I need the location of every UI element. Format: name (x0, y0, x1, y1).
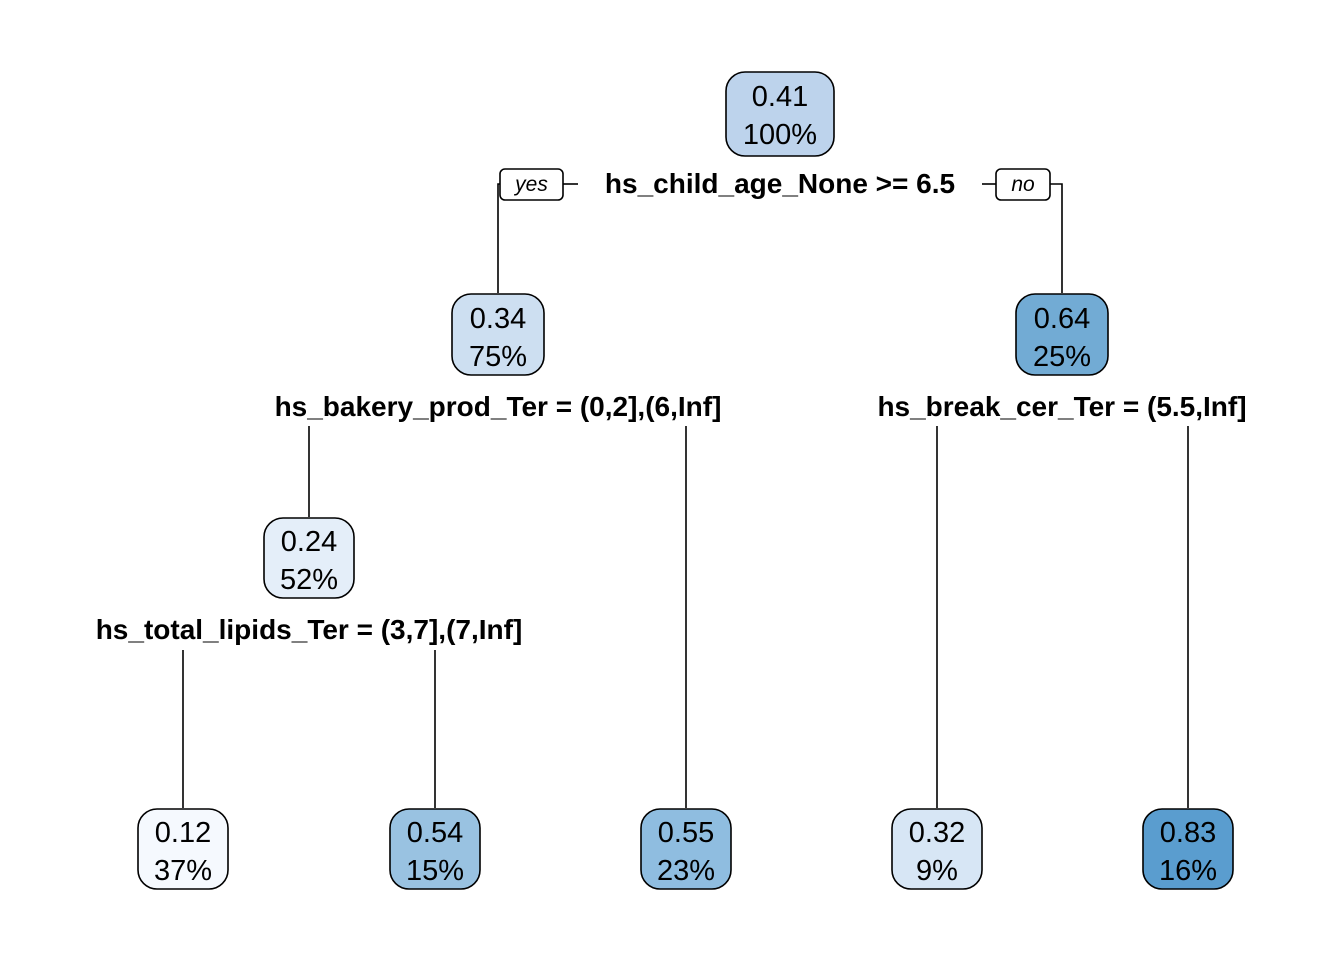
node-percent: 16% (1159, 855, 1217, 887)
tree-leaf-1: 0.12 37% (137, 808, 229, 890)
branch-label-yes-text: yes (513, 173, 548, 196)
node-percent: 15% (406, 855, 464, 887)
tree-node-right: 0.64 25% (1015, 293, 1109, 376)
split-root-label: hs_child_age_None >= 6.5 (605, 168, 955, 199)
edge-root-to-left (497, 183, 500, 293)
edge-root-to-right (1050, 183, 1063, 293)
branch-label-yes: yes (499, 168, 564, 201)
branch-label-no-text: no (1011, 173, 1035, 196)
tree-node-root: 0.41 100% (725, 71, 835, 157)
node-value: 0.34 (470, 303, 526, 335)
node-value: 0.32 (909, 817, 965, 849)
tree-edges (182, 183, 1189, 808)
split-left-label: hs_bakery_prod_Ter = (0,2],(6,Inf] (275, 391, 722, 422)
node-value: 0.24 (281, 526, 337, 558)
node-percent: 23% (657, 855, 715, 887)
tree-leaf-5: 0.83 16% (1142, 808, 1234, 890)
node-value: 0.12 (155, 817, 211, 849)
node-percent: 100% (743, 119, 817, 151)
node-percent: 75% (469, 341, 527, 373)
node-percent: 25% (1033, 341, 1091, 373)
tree-leaf-4: 0.32 9% (891, 808, 983, 890)
tree-node-left: 0.34 75% (451, 293, 545, 376)
node-value: 0.54 (407, 817, 463, 849)
node-percent: 9% (916, 855, 958, 887)
node-percent: 52% (280, 564, 338, 596)
branch-label-no: no (995, 168, 1051, 201)
split-right-label: hs_break_cer_Ter = (5.5,Inf] (877, 391, 1246, 422)
node-value: 0.83 (1160, 817, 1216, 849)
tree-leaf-2: 0.54 15% (389, 808, 481, 890)
node-value: 0.41 (752, 81, 808, 113)
node-value: 0.64 (1034, 303, 1090, 335)
tree-node-left-left: 0.24 52% (263, 517, 355, 599)
node-value: 0.55 (658, 817, 714, 849)
split-leftleft-label: hs_total_lipids_Ter = (3,7],(7,Inf] (96, 614, 523, 645)
tree-leaf-3: 0.55 23% (640, 808, 732, 890)
node-percent: 37% (154, 855, 212, 887)
